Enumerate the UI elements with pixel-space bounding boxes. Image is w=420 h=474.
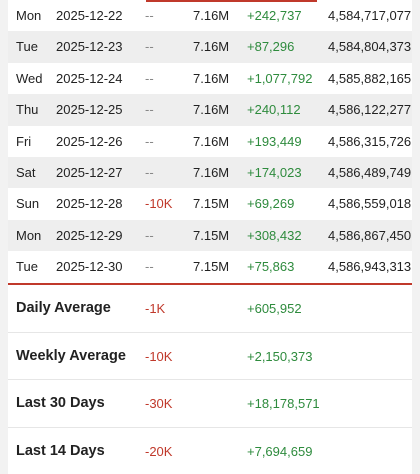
diff-cell: --: [145, 8, 154, 23]
average-cell: 7.16M: [193, 8, 230, 23]
day-cell: Sat: [16, 165, 36, 180]
total-cell: 4,586,122,277: [328, 102, 412, 118]
diff-cell: --: [145, 102, 154, 118]
change-cell: +174,023: [247, 165, 302, 180]
average-cell: 7.15M: [193, 227, 230, 243]
change-cell: +75,863: [247, 259, 295, 275]
diff-cell: --: [145, 39, 154, 55]
table-row: Tue 2025-12-30 -- 7.15M +75,863 4,586,94…: [8, 251, 412, 282]
day-cell: Sun: [16, 196, 40, 212]
summary-diff: -30K: [145, 396, 173, 411]
average-cell: 7.16M: [193, 39, 230, 55]
summary-row: Last 30 Days -30K +18,178,571: [8, 380, 412, 428]
diff-cell: -10K: [145, 196, 173, 212]
date-cell: 2025-12-29: [56, 227, 123, 243]
date-cell: 2025-12-28: [56, 196, 123, 212]
date-cell: 2025-12-24: [56, 70, 123, 86]
summary-label: Daily Average: [16, 300, 111, 316]
summary-diff: -10K: [145, 348, 173, 364]
day-cell: Wed: [16, 70, 43, 86]
total-cell: 4,586,559,018: [328, 196, 412, 212]
total-cell: 4,586,867,450: [328, 227, 412, 243]
change-cell: +193,449: [247, 133, 302, 149]
summary-diff: -20K: [145, 443, 173, 459]
day-cell: Tue: [16, 39, 38, 55]
top-accent-line: [146, 0, 317, 2]
change-cell: +69,269: [247, 196, 295, 212]
total-cell: 4,585,882,165: [328, 70, 412, 86]
date-cell: 2025-12-23: [56, 39, 123, 55]
summary-change: +605,952: [247, 301, 302, 316]
average-cell: 7.15M: [193, 259, 230, 275]
day-cell: Mon: [16, 227, 42, 243]
diff-cell: --: [145, 133, 154, 149]
table-row: Mon 2025-12-29 -- 7.15M +308,432 4,586,8…: [8, 219, 412, 252]
total-cell: 4,586,315,726: [328, 133, 412, 149]
date-cell: 2025-12-22: [56, 8, 123, 23]
summary-diff: -1K: [145, 301, 166, 316]
change-cell: +308,432: [247, 227, 302, 243]
change-cell: +1,077,792: [247, 70, 313, 86]
summary-divider: [8, 283, 412, 285]
change-cell: +240,112: [247, 102, 301, 118]
day-cell: Mon: [16, 8, 42, 23]
table-row: Thu 2025-12-25 -- 7.16M +240,112 4,586,1…: [8, 94, 412, 126]
diff-cell: --: [145, 227, 154, 243]
average-cell: 7.16M: [193, 133, 230, 149]
total-cell: 4,584,717,077: [328, 8, 412, 23]
total-cell: 4,584,804,373: [328, 39, 412, 55]
day-cell: Thu: [16, 102, 39, 118]
table-row: Sun 2025-12-28 -10K 7.15M +69,269 4,586,…: [8, 188, 412, 219]
day-cell: Tue: [16, 259, 38, 275]
total-cell: 4,586,943,313: [328, 259, 412, 275]
day-cell: Fri: [16, 133, 32, 149]
summary-label: Weekly Average: [16, 347, 126, 364]
total-cell: 4,586,489,749: [328, 165, 412, 180]
table-row: Sat 2025-12-27 -- 7.16M +174,023 4,586,4…: [8, 157, 412, 189]
change-cell: +87,296: [247, 39, 295, 55]
summary-change: +2,150,373: [247, 348, 313, 364]
diff-cell: --: [145, 259, 154, 275]
average-cell: 7.16M: [193, 70, 230, 86]
date-cell: 2025-12-26: [56, 133, 123, 149]
summary-row: Weekly Average -10K +2,150,373: [8, 333, 412, 380]
table-row: Wed 2025-12-24 -- 7.16M +1,077,792 4,585…: [8, 63, 412, 94]
average-cell: 7.16M: [193, 102, 230, 118]
summary-change: +7,694,659: [247, 443, 313, 459]
date-cell: 2025-12-30: [56, 259, 123, 275]
table-row: Mon 2025-12-22 -- 7.16M +242,737 4,584,7…: [8, 0, 412, 31]
date-cell: 2025-12-27: [56, 165, 123, 180]
average-cell: 7.16M: [193, 165, 230, 180]
table-row: Fri 2025-12-26 -- 7.16M +193,449 4,586,3…: [8, 126, 412, 157]
date-cell: 2025-12-25: [56, 102, 123, 118]
summary-row: Daily Average -1K +605,952: [8, 285, 412, 333]
diff-cell: --: [145, 165, 154, 180]
stats-table-card: Mon 2025-12-22 -- 7.16M +242,737 4,584,7…: [8, 0, 412, 474]
summary-change: +18,178,571: [247, 396, 320, 411]
summary-row: Last 14 Days -20K +7,694,659: [8, 428, 412, 474]
change-cell: +242,737: [247, 8, 302, 23]
average-cell: 7.15M: [193, 196, 230, 212]
summary-label: Last 30 Days: [16, 395, 105, 411]
summary-label: Last 14 Days: [16, 442, 105, 459]
table-row: Tue 2025-12-23 -- 7.16M +87,296 4,584,80…: [8, 31, 412, 63]
diff-cell: --: [145, 70, 154, 86]
